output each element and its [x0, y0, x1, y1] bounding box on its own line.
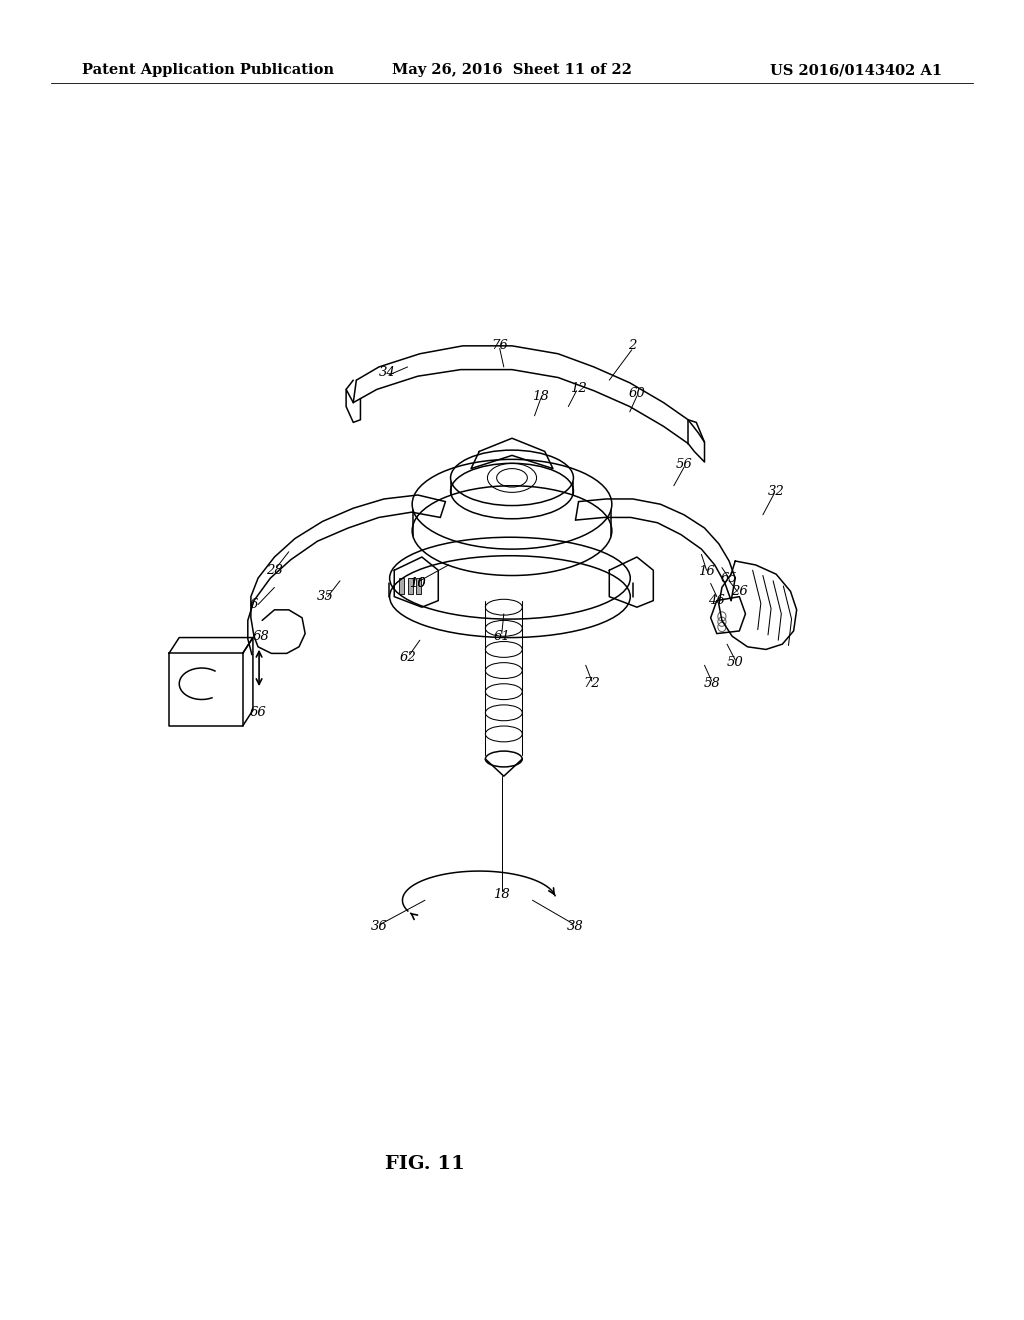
- Text: 36: 36: [371, 920, 387, 933]
- Text: May 26, 2016  Sheet 11 of 22: May 26, 2016 Sheet 11 of 22: [392, 63, 632, 78]
- Text: 18: 18: [532, 389, 549, 403]
- Text: 65: 65: [721, 572, 737, 585]
- Text: 76: 76: [492, 339, 508, 352]
- Text: 16: 16: [698, 565, 715, 578]
- Text: 60: 60: [629, 387, 645, 400]
- Text: 10: 10: [410, 577, 426, 590]
- Text: 61: 61: [494, 630, 510, 643]
- FancyBboxPatch shape: [399, 578, 404, 594]
- Text: 66: 66: [250, 706, 266, 719]
- Text: 38: 38: [567, 920, 584, 933]
- Text: Patent Application Publication: Patent Application Publication: [82, 63, 334, 78]
- FancyBboxPatch shape: [408, 578, 413, 594]
- Text: 72: 72: [584, 677, 600, 690]
- Text: 34: 34: [379, 366, 395, 379]
- Text: FIG. 11: FIG. 11: [385, 1155, 465, 1173]
- Text: 35: 35: [317, 590, 334, 603]
- Text: 26: 26: [731, 585, 748, 598]
- Text: 62: 62: [399, 651, 416, 664]
- Text: 6: 6: [250, 598, 258, 611]
- Text: 46: 46: [709, 594, 725, 607]
- Text: 18: 18: [494, 888, 510, 902]
- Text: 10: 10: [410, 577, 426, 590]
- Text: 68: 68: [253, 630, 269, 643]
- Text: 2: 2: [628, 339, 636, 352]
- Text: 32: 32: [768, 484, 784, 498]
- FancyBboxPatch shape: [416, 578, 421, 594]
- Text: 12: 12: [570, 381, 587, 395]
- Text: 56: 56: [676, 458, 692, 471]
- Text: 28: 28: [266, 564, 283, 577]
- Text: US 2016/0143402 A1: US 2016/0143402 A1: [770, 63, 942, 78]
- Text: 58: 58: [703, 677, 720, 690]
- Text: 50: 50: [727, 656, 743, 669]
